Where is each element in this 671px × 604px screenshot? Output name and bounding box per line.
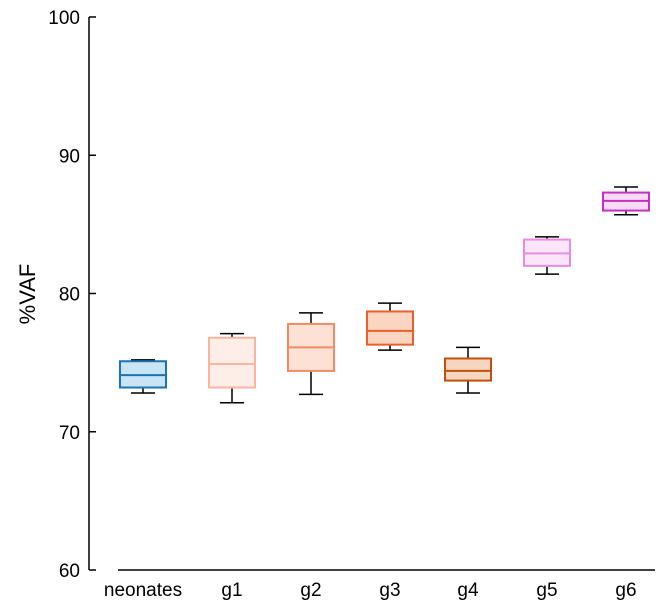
box-g5 bbox=[523, 236, 571, 275]
y-tick-label: 70 bbox=[59, 423, 80, 444]
box-g6 bbox=[602, 186, 650, 216]
box-iqr bbox=[366, 310, 414, 346]
box-iqr bbox=[444, 357, 492, 382]
box-g3 bbox=[366, 302, 414, 351]
x-tick-label: g2 bbox=[300, 580, 321, 601]
box-iqr bbox=[208, 336, 256, 389]
box-g4 bbox=[444, 346, 492, 394]
x-tick-label: g1 bbox=[221, 580, 242, 601]
x-tick-label: g6 bbox=[615, 580, 636, 601]
x-tick-label: g5 bbox=[536, 580, 557, 601]
axes bbox=[88, 16, 655, 571]
y-tick-label: 60 bbox=[59, 561, 80, 582]
x-tick-labels: neonates g1 g2 g3 g4 g5 g6 bbox=[104, 580, 637, 601]
y-axis-title: %VAF bbox=[15, 264, 40, 325]
box-neonates bbox=[119, 359, 167, 394]
y-tick-label: 90 bbox=[59, 146, 80, 167]
x-tick-label: g3 bbox=[379, 580, 400, 601]
x-tick-label: neonates bbox=[104, 580, 182, 601]
y-tick-labels: 60 70 80 90 100 bbox=[48, 8, 80, 582]
y-tick-label: 80 bbox=[59, 285, 80, 306]
box-g2 bbox=[287, 312, 335, 396]
boxes bbox=[119, 186, 650, 404]
y-tick-label: 100 bbox=[48, 8, 80, 29]
x-tick-label: g4 bbox=[457, 580, 479, 601]
box-g1 bbox=[208, 332, 256, 404]
